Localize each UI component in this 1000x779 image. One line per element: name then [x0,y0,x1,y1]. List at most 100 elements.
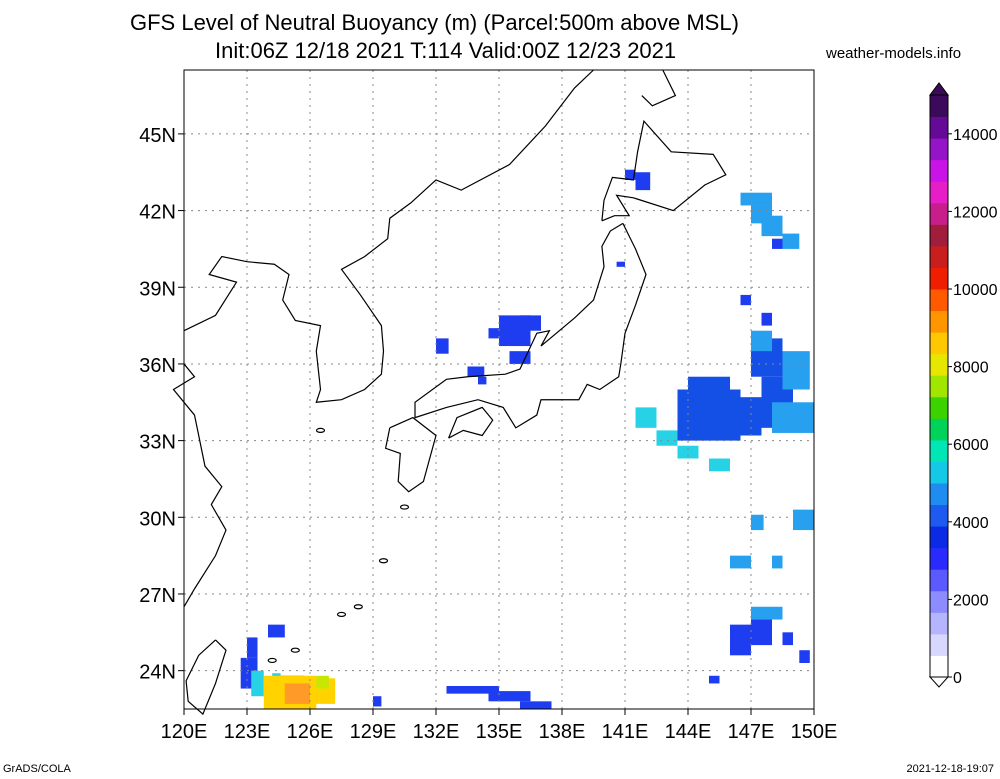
lon-tick-label: 132E [413,721,460,743]
lon-tick-label: 150E [791,721,838,743]
field-cell [751,330,772,352]
colorbar-tick-label: 12000 [953,204,998,221]
colorbar-tick-label: 0 [953,670,962,687]
field-cell [436,338,449,354]
colorbar: 0 2000 4000 6000 8000 10000 12000 14000 [928,82,998,688]
field-cell [616,261,625,267]
field-cell [772,238,783,249]
colorbar-tick-label: 2000 [953,592,989,609]
field-cell [509,351,531,364]
coastline [183,69,594,403]
field-cell [740,397,762,436]
field-cell [688,376,730,403]
field-cell [251,670,264,697]
lon-tick-label: 147E [728,721,775,743]
colorbar-segment [930,245,948,268]
field-cell [316,675,329,689]
field-cell [730,624,751,656]
colorbar-segment [930,526,948,549]
lon-tick-label: 126E [287,721,334,743]
field-cell [488,691,531,702]
field-cell [635,172,651,191]
field-cell [268,624,285,638]
coastline [384,416,437,493]
colorbar-segment [930,439,948,462]
field-cell [478,376,487,385]
field-cell [782,632,793,646]
map-grid [184,70,814,709]
coastline [601,119,727,222]
colorbar-tick-label: 6000 [953,437,989,454]
field-cell [730,555,751,569]
island [336,611,347,618]
coastline [414,222,647,429]
field-cell [520,315,541,331]
colorbar-tick-label: 4000 [953,515,989,532]
chart-title: GFS Level of Neutral Buoyancy (m) (Parce… [130,10,739,35]
colorbar-segment [930,418,948,441]
colorbar-segment [930,138,948,161]
colorbar-segment [930,396,948,419]
lon-tick-label: 123E [224,721,271,743]
field-cell [625,169,636,180]
island [399,504,410,510]
lat-tick-label: 33N [139,432,176,454]
field-cell [635,407,657,428]
lon-tick-label: 120E [161,721,208,743]
field-cell [782,351,810,390]
lat-tick-label: 27N [139,585,176,607]
lat-tick-label: 42N [139,202,176,224]
colorbar-min-arrow [928,676,950,688]
field-cell [751,514,764,531]
coastline [448,406,494,439]
field-cell [782,233,800,249]
colorbar-segment [930,95,948,118]
island [315,427,326,433]
island [378,558,389,564]
lon-tick-label: 135E [476,721,523,743]
island [290,647,300,653]
colorbar-segment [930,655,948,678]
lon-tick-label: 129E [350,721,397,743]
field-cell [247,637,258,658]
colorbar-segment [930,569,948,592]
lon-ticks: 120E 123E 126E 129E 132E 135E 138E 141E 144E 147E… [161,709,838,743]
field-cell [677,445,699,459]
colorbar-segment [930,353,948,376]
chart-subtitle: Init:06Z 12/18 2021 T:114 Valid:00Z 12/2… [215,38,677,63]
footer-timestamp: 2021-12-18-19:07 [906,763,994,775]
colorbar-max-arrow [929,82,949,96]
lon-tick-label: 138E [539,721,586,743]
colorbar-segment [930,289,948,312]
site-label: weather-models.info [826,45,962,62]
coastline [641,69,677,107]
lat-tick-label: 39N [139,278,176,300]
lat-tick-label: 36N [139,355,176,377]
colorbar-segment [930,267,948,290]
colorbar-segment [930,159,948,182]
colorbar-segment [930,590,948,613]
field-cell [793,509,814,531]
field-cell [761,312,772,326]
colorbar-segment [930,461,948,484]
field-cell [799,650,810,663]
field-cell [284,683,310,704]
field-cell [751,606,783,620]
colorbar-segment [930,612,948,635]
field-cell [520,701,552,709]
field-cell [467,366,485,377]
lat-tick-label: 24N [139,662,176,684]
colorbar-segment [930,224,948,247]
buoyancy-field [240,169,814,709]
colorbar-tick-label: 10000 [953,282,998,299]
field-cell [709,675,720,684]
lat-tick-label: 45N [139,125,176,147]
field-cell [772,555,783,569]
lat-tick-label: 30N [139,508,176,530]
island [267,657,277,664]
colorbar-segment [930,483,948,506]
colorbar-tick-label: 8000 [953,360,989,377]
field-cell [446,685,499,694]
colorbar-segment [930,547,948,570]
